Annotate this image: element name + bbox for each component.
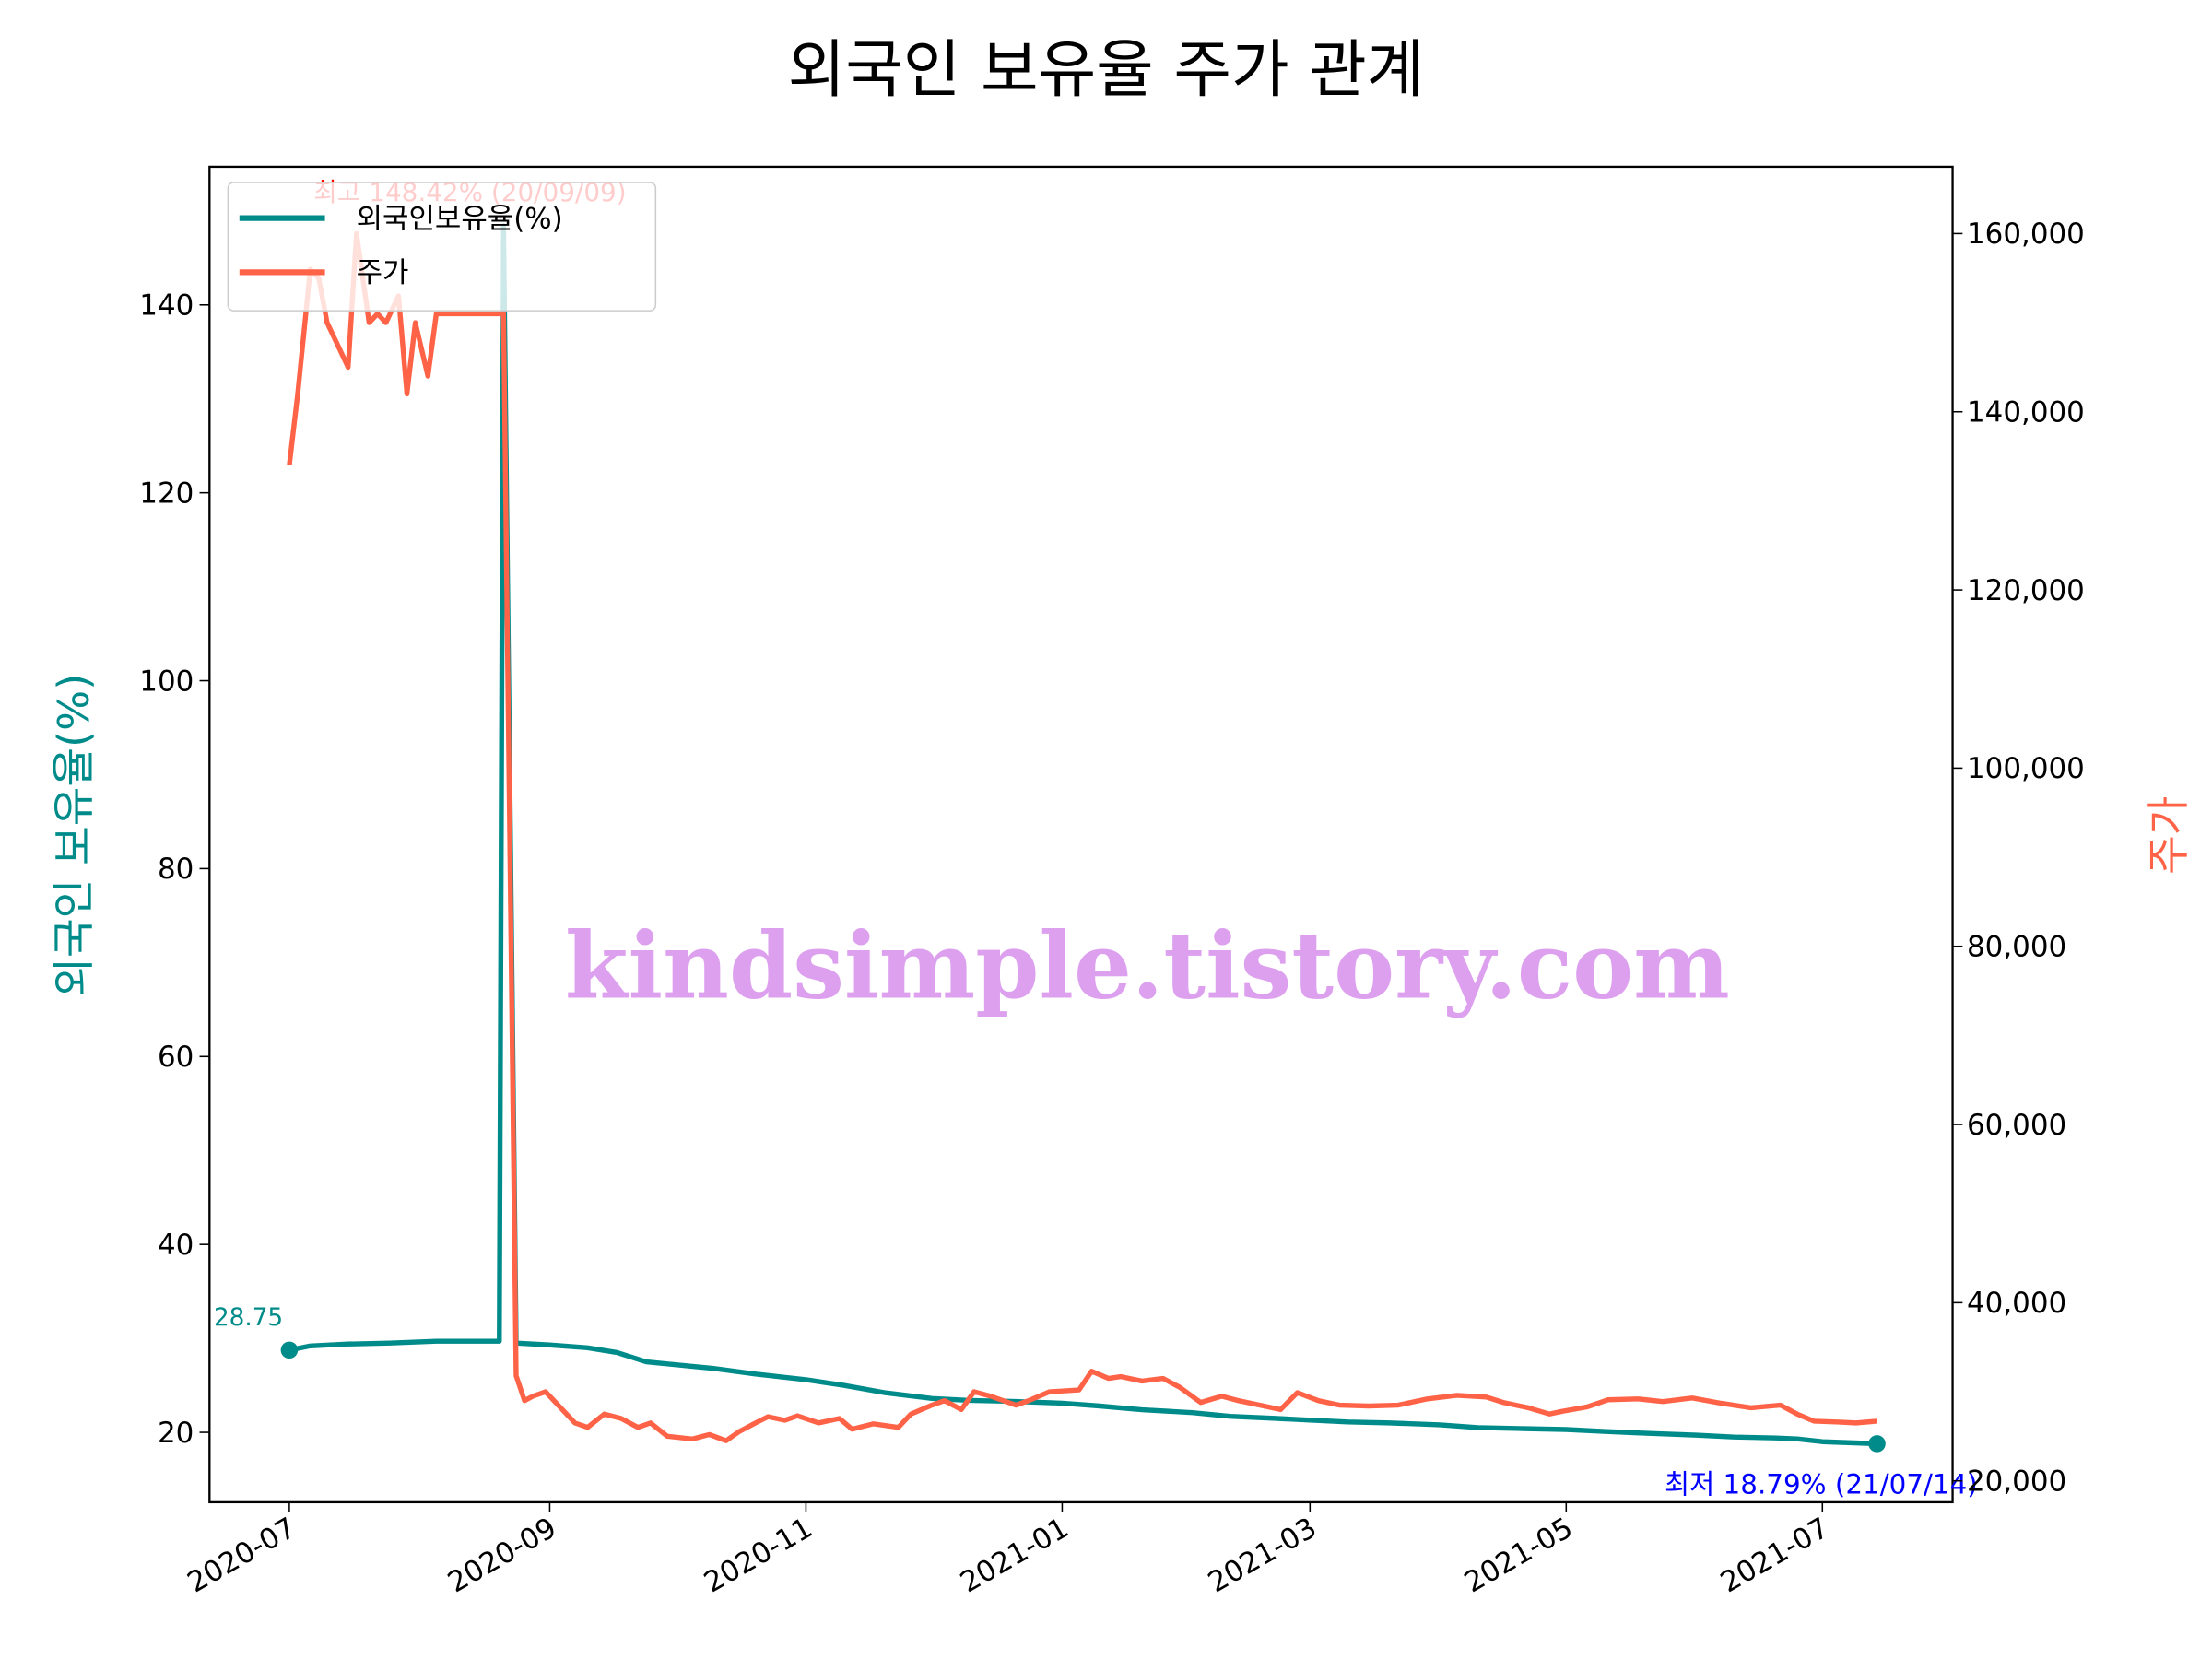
x-tick-label: 2020-09 — [442, 1512, 562, 1600]
y2-tick-label: 60,000 — [1967, 1109, 2066, 1142]
x-tick-label: 2021-01 — [955, 1512, 1075, 1600]
y2-axis-label: 주가 — [2144, 796, 2194, 875]
y2-tick-label: 100,000 — [1967, 752, 2085, 785]
watermark: kindsimple.tistory.com — [565, 912, 1730, 1019]
y2-tick-label: 80,000 — [1967, 931, 2066, 964]
series-line — [288, 223, 1877, 1447]
y2-tick-label: 40,000 — [1967, 1287, 2066, 1320]
y2-tick-label: 20,000 — [1967, 1465, 2066, 1499]
y-axis-label: 외국인 보유율(%) — [49, 674, 99, 997]
x-tick-label: 2021-03 — [1203, 1512, 1323, 1600]
y-tick-label: 60 — [158, 1041, 194, 1074]
end-marker — [1868, 1435, 1886, 1453]
series-line — [287, 230, 1877, 1443]
x-tick-label: 2021-05 — [1459, 1512, 1579, 1600]
min-annotation: 최저 18.79% (21/07/14) — [1665, 1469, 1978, 1500]
legend-label: 주가 — [357, 256, 409, 289]
y2-tick-label: 140,000 — [1967, 396, 2085, 429]
y-tick-label: 20 — [158, 1417, 194, 1450]
start-annotation: 28.75 — [214, 1304, 283, 1332]
y-tick-label: 80 — [158, 853, 194, 886]
chart-title: 외국인 보유율 주가 관계 — [788, 34, 1425, 107]
x-tick-label: 2020-07 — [182, 1512, 301, 1600]
plot-frame — [208, 165, 1954, 1504]
y-tick-label: 40 — [158, 1229, 194, 1262]
legend-box — [227, 182, 657, 312]
x-tick-label: 2021-07 — [1715, 1512, 1835, 1600]
y2-tick-label: 160,000 — [1967, 218, 2085, 251]
legend-label: 외국인보유율(%) — [357, 202, 563, 235]
end-marker — [280, 1341, 299, 1359]
y-tick-label: 120 — [139, 477, 194, 510]
y-tick-label: 140 — [139, 289, 194, 323]
x-tick-label: 2020-11 — [699, 1512, 818, 1600]
y-tick-label: 100 — [139, 665, 194, 698]
y2-tick-label: 120,000 — [1967, 574, 2085, 607]
